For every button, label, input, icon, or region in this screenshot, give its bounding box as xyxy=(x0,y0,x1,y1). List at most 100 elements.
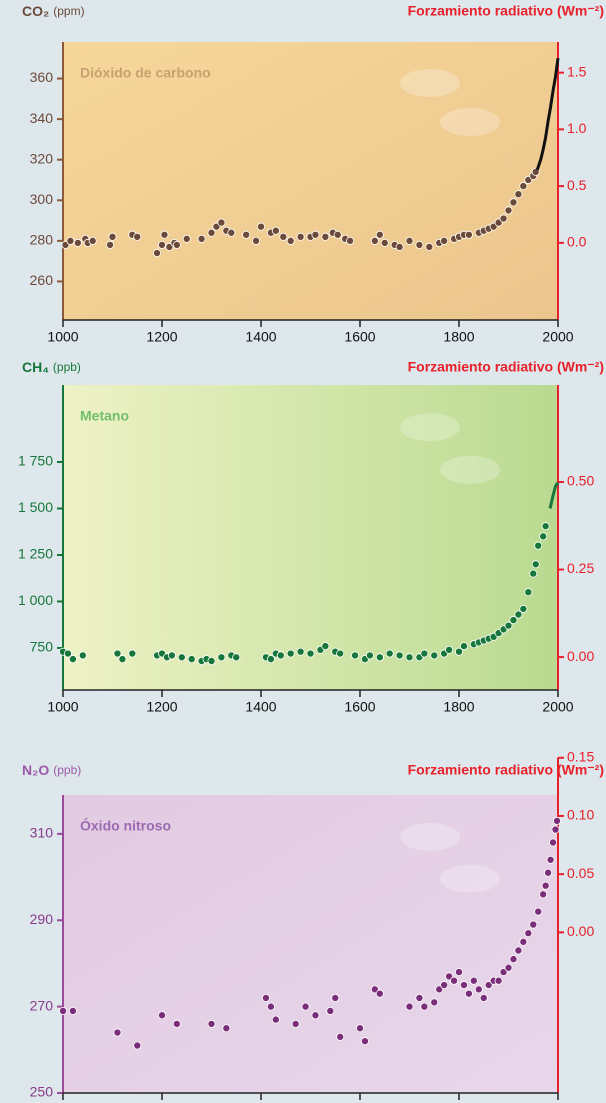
data-point xyxy=(286,236,295,245)
data-point xyxy=(375,230,384,239)
data-point xyxy=(380,238,389,247)
data-point xyxy=(454,968,463,977)
plot-background xyxy=(63,795,558,1093)
data-point xyxy=(385,649,394,658)
data-point xyxy=(454,647,463,656)
data-point xyxy=(464,230,473,239)
y-axis-label-name: N₂O xyxy=(22,762,49,778)
data-point xyxy=(551,825,560,834)
data-point xyxy=(261,993,270,1002)
data-point xyxy=(331,993,340,1002)
data-point xyxy=(106,240,115,249)
data-point xyxy=(430,998,439,1007)
y2-axis-label: Forzamiento radiativo (Wm⁻²) xyxy=(408,359,604,375)
plot-background xyxy=(63,385,558,690)
data-point xyxy=(336,1032,345,1041)
data-point xyxy=(271,1015,280,1024)
data-point xyxy=(321,232,330,241)
data-point xyxy=(301,1002,310,1011)
data-point xyxy=(375,989,384,998)
y-tick-label: 280 xyxy=(30,232,54,248)
data-point xyxy=(395,651,404,660)
y2-tick-label: 0.10 xyxy=(567,807,594,823)
data-point xyxy=(474,985,483,994)
data-point xyxy=(539,890,548,899)
y-tick-label: 300 xyxy=(30,191,54,207)
y2-tick-label: 0.50 xyxy=(567,473,594,489)
data-point xyxy=(415,993,424,1002)
chart-title: Dióxido de carbono xyxy=(80,65,211,81)
data-point xyxy=(172,240,181,249)
y-axis-label-name: CO₂ xyxy=(22,3,49,19)
data-point xyxy=(311,1011,320,1020)
data-point xyxy=(279,232,288,241)
data-point xyxy=(286,649,295,658)
data-point xyxy=(207,656,216,665)
data-point xyxy=(133,232,142,241)
y-tick-label: 340 xyxy=(30,110,54,126)
data-point xyxy=(256,222,265,231)
data-point xyxy=(217,653,226,662)
data-point xyxy=(321,642,330,651)
x-tick-label: 1200 xyxy=(146,1102,177,1103)
data-point xyxy=(266,655,275,664)
data-point xyxy=(266,1002,275,1011)
data-point xyxy=(217,218,226,227)
y-tick-label: 750 xyxy=(30,639,54,655)
x-tick-label: 1000 xyxy=(47,699,78,715)
data-point xyxy=(311,230,320,239)
data-point xyxy=(113,1028,122,1037)
decoration xyxy=(440,455,500,484)
data-point xyxy=(459,642,468,651)
x-tick-label: 1000 xyxy=(47,1102,78,1103)
data-point xyxy=(541,881,550,890)
y-tick-label: 360 xyxy=(30,69,54,85)
data-point xyxy=(504,621,513,630)
data-point xyxy=(227,228,236,237)
data-point xyxy=(187,655,196,664)
data-point xyxy=(405,1002,414,1011)
y2-tick-label: 1.0 xyxy=(567,120,587,136)
y2-tick-label: 0.0 xyxy=(567,234,587,250)
data-point xyxy=(182,234,191,243)
data-point xyxy=(242,230,251,239)
y-tick-label: 1 250 xyxy=(18,546,53,562)
data-point xyxy=(405,236,414,245)
y-axis-label-name: CH₄ xyxy=(22,359,49,375)
data-point xyxy=(509,955,518,964)
y2-axis-label: Forzamiento radiativo (Wm⁻²) xyxy=(408,762,604,778)
data-point xyxy=(484,981,493,990)
data-point xyxy=(68,1006,77,1015)
decoration xyxy=(440,108,500,137)
data-point xyxy=(153,249,162,258)
x-tick-label: 2000 xyxy=(542,1102,573,1103)
data-line xyxy=(535,58,560,171)
y2-tick-label: 0.25 xyxy=(567,560,594,576)
data-point xyxy=(440,981,449,990)
data-point xyxy=(222,1024,231,1033)
data-point xyxy=(351,651,360,660)
data-point xyxy=(326,1006,335,1015)
data-point xyxy=(59,1006,68,1015)
data-point xyxy=(355,1024,364,1033)
y-axis-label: CO₂ (ppm) xyxy=(22,3,85,19)
data-point xyxy=(405,653,414,662)
chart-title: Metano xyxy=(80,408,129,424)
data-point xyxy=(68,655,77,664)
data-point xyxy=(207,228,216,237)
x-tick-label: 1400 xyxy=(245,699,276,715)
x-tick-label: 1800 xyxy=(443,699,474,715)
data-point xyxy=(395,242,404,251)
data-point xyxy=(73,238,82,247)
y-tick-label: 290 xyxy=(30,911,54,927)
data-point xyxy=(291,1019,300,1028)
x-tick-label: 1200 xyxy=(146,329,177,345)
data-point xyxy=(420,1002,429,1011)
data-point xyxy=(531,167,540,176)
data-point xyxy=(66,236,75,245)
y2-axis-label: Forzamiento radiativo (Wm⁻²) xyxy=(408,3,604,19)
data-point xyxy=(534,907,543,916)
data-point xyxy=(133,1041,142,1050)
data-point xyxy=(494,976,503,985)
plot-background xyxy=(63,42,558,320)
